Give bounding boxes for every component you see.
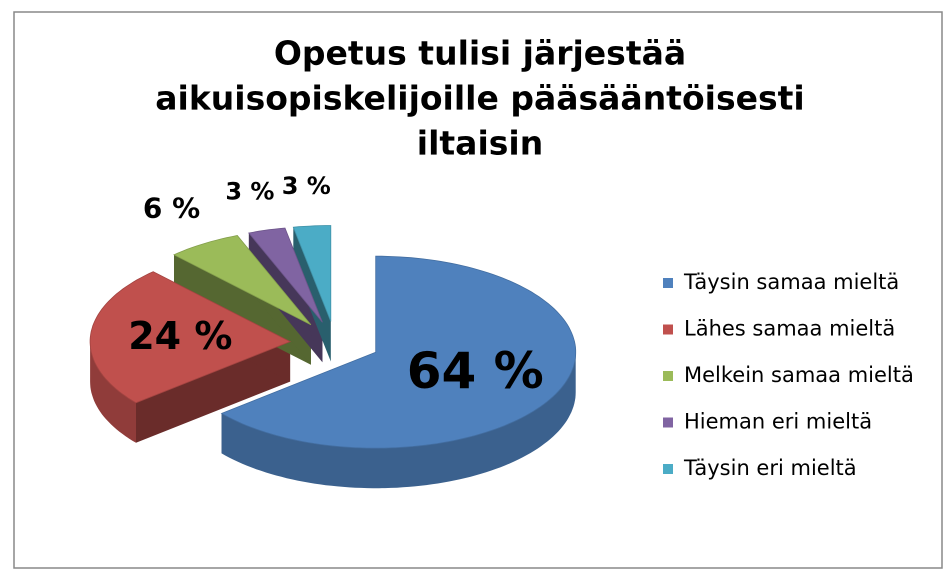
legend-swatch xyxy=(663,278,673,288)
chart-title: aikuisopiskelijoille pääsääntöisesti xyxy=(155,79,804,118)
slice xyxy=(248,227,323,323)
legend-swatch xyxy=(663,324,673,335)
data-label: 3 % xyxy=(225,177,274,205)
slice xyxy=(220,255,577,449)
legend-swatch xyxy=(663,371,673,381)
slice xyxy=(89,271,292,404)
slice-wall xyxy=(90,341,136,443)
slice xyxy=(173,235,312,326)
legend-label: Melkein samaa mieltä xyxy=(684,363,914,387)
slice-wall xyxy=(221,352,576,489)
legend-label: Hieman eri mieltä xyxy=(684,410,872,434)
chart-title: Opetus tulisi järjestää xyxy=(274,34,686,73)
data-label: 24 % xyxy=(128,314,232,358)
data-label: 3 % xyxy=(282,172,331,200)
data-label: 64 % xyxy=(407,342,544,400)
legend-swatch xyxy=(663,464,673,474)
slice xyxy=(292,225,332,322)
legend-label: Lähes samaa mieltä xyxy=(684,317,895,341)
data-label: 6 % xyxy=(143,191,200,224)
slice-side xyxy=(136,341,291,443)
legend-label: Täysin eri mieltä xyxy=(683,456,857,480)
chart-title: iltaisin xyxy=(417,124,543,163)
slice-side xyxy=(293,227,331,362)
legend-swatch xyxy=(663,417,673,428)
legend-label: Täysin samaa mieltä xyxy=(683,270,899,294)
